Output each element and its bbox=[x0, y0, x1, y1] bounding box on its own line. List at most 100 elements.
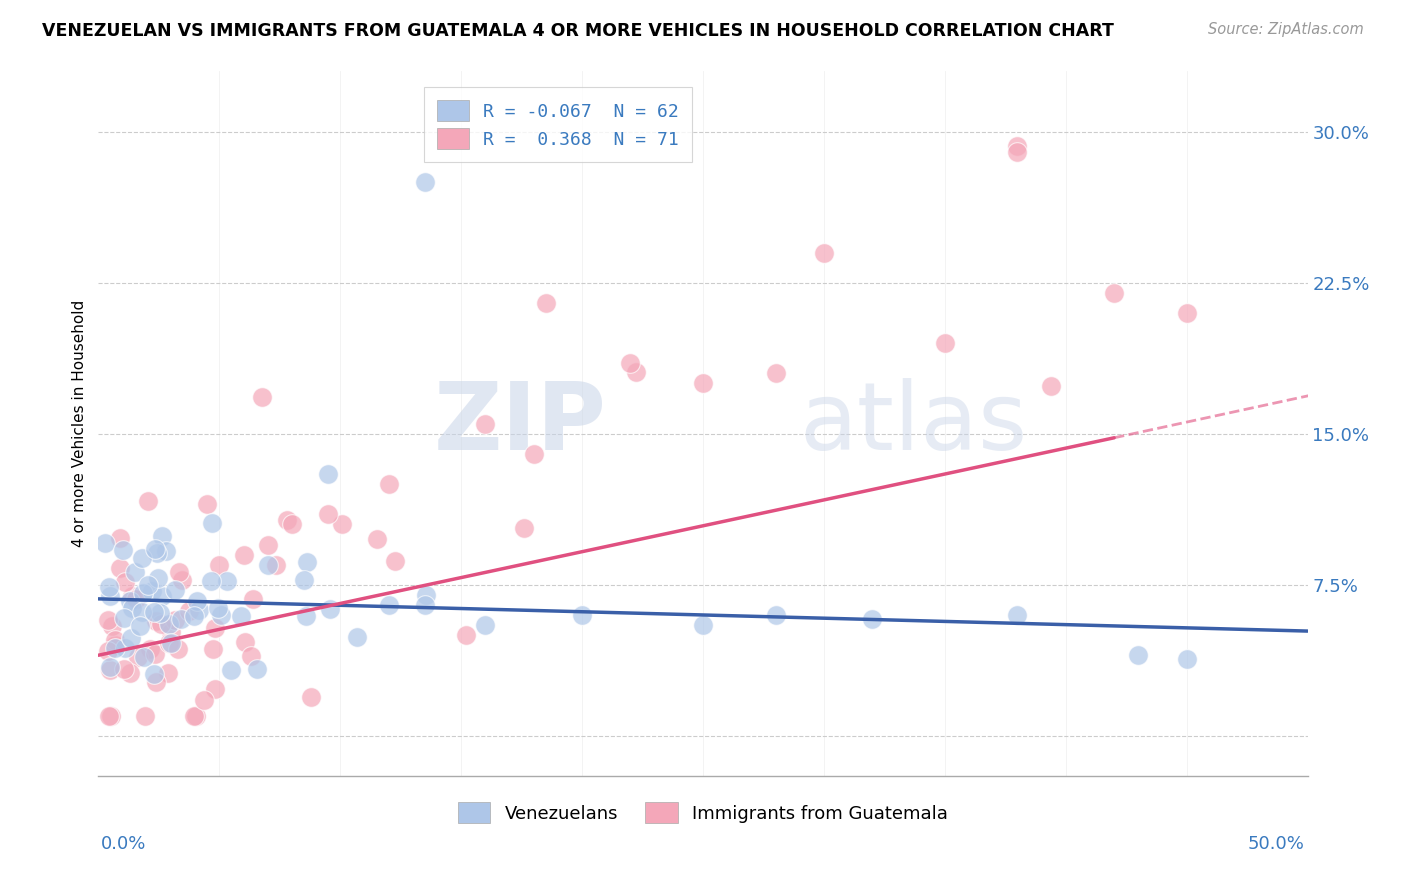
Point bbox=[98, 590, 121, 604]
Point bbox=[100, 619, 122, 633]
Point bbox=[204, 681, 226, 696]
Point bbox=[159, 636, 181, 650]
Point bbox=[118, 666, 141, 681]
Point bbox=[127, 649, 149, 664]
Point bbox=[112, 611, 135, 625]
Point bbox=[170, 612, 193, 626]
Point bbox=[150, 528, 173, 542]
Point bbox=[1007, 145, 1029, 159]
Point bbox=[97, 644, 120, 658]
Point bbox=[292, 574, 315, 588]
Point bbox=[98, 708, 121, 723]
Point bbox=[765, 367, 787, 381]
Point bbox=[299, 690, 322, 705]
Point bbox=[183, 608, 205, 623]
Point bbox=[813, 245, 835, 260]
Point bbox=[233, 635, 256, 649]
Point bbox=[121, 601, 143, 615]
Point bbox=[114, 641, 136, 656]
Point bbox=[232, 548, 254, 562]
Point bbox=[571, 607, 593, 622]
Point bbox=[1102, 285, 1125, 300]
Point bbox=[157, 616, 180, 631]
Point bbox=[104, 640, 127, 655]
Point bbox=[183, 708, 205, 723]
Point bbox=[1128, 648, 1150, 663]
Point bbox=[474, 417, 496, 431]
Point bbox=[295, 608, 318, 623]
Point bbox=[209, 608, 232, 623]
Point bbox=[124, 591, 146, 606]
Point bbox=[193, 693, 215, 707]
Point bbox=[160, 625, 183, 640]
Point bbox=[295, 555, 318, 569]
Point bbox=[316, 467, 339, 481]
Point bbox=[188, 603, 211, 617]
Point bbox=[1007, 607, 1029, 622]
Point bbox=[377, 477, 399, 491]
Point bbox=[346, 630, 368, 644]
Point bbox=[619, 356, 641, 370]
Text: ZIP: ZIP bbox=[433, 377, 606, 470]
Point bbox=[155, 543, 177, 558]
Point bbox=[454, 627, 477, 641]
Point bbox=[413, 175, 436, 189]
Point bbox=[256, 537, 278, 551]
Point bbox=[201, 516, 224, 531]
Point bbox=[281, 517, 304, 532]
Point bbox=[132, 649, 155, 664]
Point bbox=[523, 447, 546, 461]
Point bbox=[110, 531, 132, 545]
Point bbox=[692, 618, 714, 632]
Point bbox=[167, 565, 190, 579]
Point bbox=[626, 365, 648, 379]
Point bbox=[94, 536, 117, 550]
Point bbox=[195, 497, 218, 511]
Point bbox=[120, 632, 142, 646]
Point bbox=[157, 666, 180, 681]
Point bbox=[131, 550, 153, 565]
Point bbox=[129, 619, 152, 633]
Point bbox=[534, 296, 557, 310]
Point bbox=[143, 667, 166, 681]
Point bbox=[145, 675, 167, 690]
Point bbox=[208, 558, 231, 572]
Point bbox=[108, 561, 131, 575]
Text: 50.0%: 50.0% bbox=[1249, 835, 1305, 853]
Point bbox=[121, 589, 143, 603]
Point bbox=[131, 586, 153, 600]
Point bbox=[250, 390, 273, 404]
Point bbox=[141, 584, 163, 599]
Point bbox=[150, 617, 173, 632]
Point bbox=[143, 605, 166, 619]
Point bbox=[177, 604, 200, 618]
Point bbox=[186, 708, 208, 723]
Point bbox=[415, 588, 437, 602]
Point bbox=[934, 336, 956, 351]
Point bbox=[242, 592, 264, 607]
Point bbox=[384, 554, 406, 568]
Point bbox=[1175, 652, 1198, 666]
Point bbox=[1040, 379, 1063, 393]
Point bbox=[474, 618, 496, 632]
Point bbox=[1175, 306, 1198, 320]
Point bbox=[167, 641, 190, 656]
Point bbox=[149, 606, 172, 620]
Point bbox=[1007, 139, 1029, 153]
Point bbox=[98, 660, 121, 674]
Point bbox=[366, 533, 388, 547]
Point bbox=[330, 516, 353, 531]
Point bbox=[692, 376, 714, 391]
Point bbox=[98, 664, 121, 678]
Point bbox=[229, 609, 252, 624]
Point bbox=[138, 578, 160, 592]
Point bbox=[111, 543, 134, 558]
Point bbox=[207, 600, 229, 615]
Point bbox=[131, 605, 153, 619]
Point bbox=[104, 632, 127, 647]
Point bbox=[186, 594, 208, 608]
Point bbox=[513, 521, 536, 535]
Point bbox=[112, 662, 135, 676]
Point bbox=[104, 638, 127, 652]
Point bbox=[765, 607, 787, 622]
